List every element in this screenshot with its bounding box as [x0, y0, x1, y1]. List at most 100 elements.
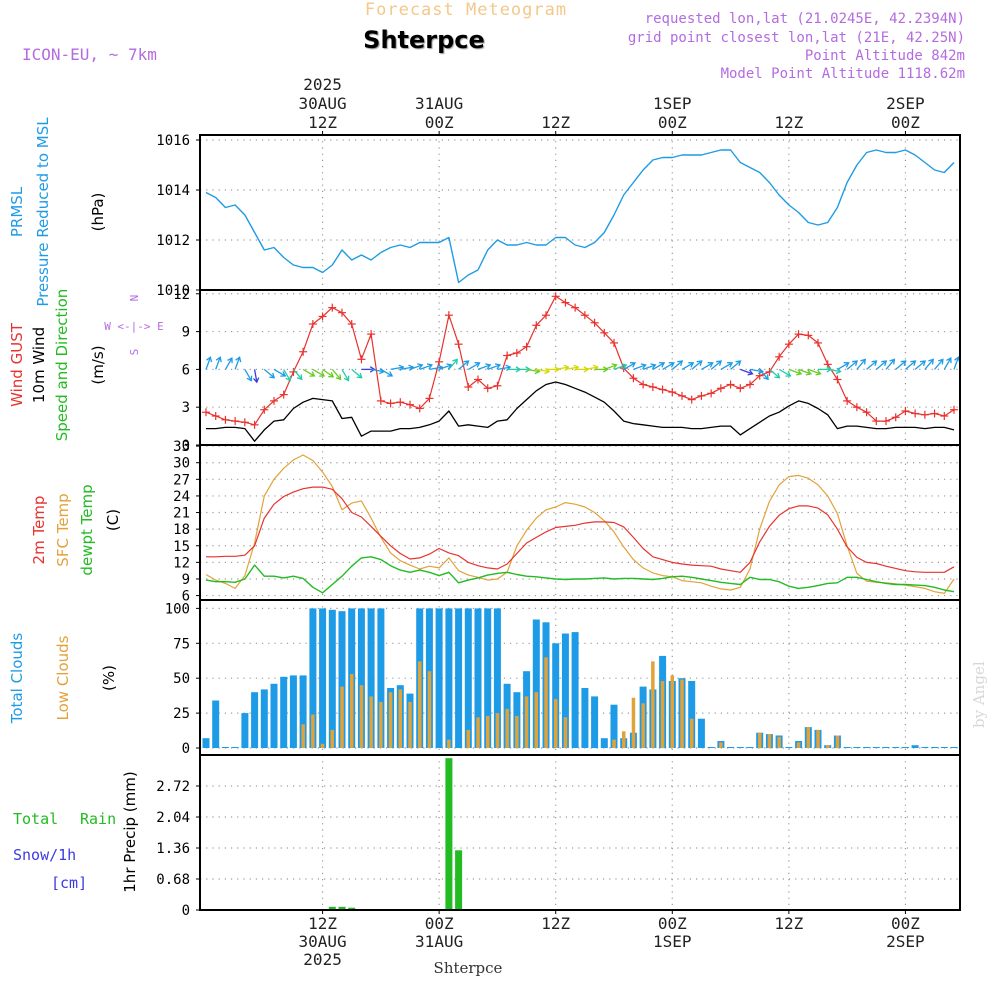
wind-arrow-head [485, 363, 492, 370]
wind-arrow [671, 360, 684, 370]
sfc-temp-line [205, 454, 955, 595]
top-time-label: 1SEP [653, 94, 692, 113]
wind-arrow-head [763, 374, 769, 381]
ytick-label: 30 [173, 456, 190, 472]
wind-arrow [720, 362, 734, 370]
low-cloud-bar [359, 685, 364, 748]
low-cloud-bar [447, 739, 451, 748]
wind-arrow [253, 369, 260, 384]
ytick-label: 12 [173, 555, 190, 571]
panel-frame-wind [199, 289, 961, 446]
wind-arrow-shaft [934, 359, 944, 370]
wind-arrow [623, 362, 637, 370]
wind-arrow [652, 362, 666, 370]
top-time-label: 30AUG [298, 94, 346, 113]
ytick-label: 1.36 [156, 841, 190, 857]
wind-arrow-shaft [769, 368, 780, 379]
wind-arrow-shaft [662, 362, 675, 370]
total-cloud-bar [600, 738, 608, 748]
low-cloud-bar [418, 661, 422, 748]
low-cloud-bar [486, 715, 490, 748]
gust-marker [386, 399, 395, 408]
total-cloud-bar [736, 747, 744, 748]
wind-arrow [788, 368, 803, 376]
ytick-label: 0.68 [156, 872, 190, 888]
gust-marker [678, 391, 686, 400]
wind-arrow [846, 360, 859, 370]
low-cloud-bar [806, 727, 810, 748]
ytick-label: 1010 [156, 283, 190, 299]
ytick-label: 2.04 [156, 810, 190, 826]
ytick-label: 6 [182, 589, 190, 605]
unit-c: (C) [104, 509, 122, 531]
wind-arrow [856, 358, 866, 370]
wind-arrow [866, 360, 878, 370]
wind-arrow [224, 357, 233, 370]
rain-bar [338, 906, 346, 910]
gust-marker [668, 388, 677, 397]
total-cloud-bar [280, 676, 288, 748]
wind-arrow-head [852, 360, 859, 366]
wind-arrow-shaft [312, 368, 325, 377]
bottom-time-label: 12Z [308, 914, 337, 933]
wind-arrow [885, 358, 896, 370]
panel-grids [200, 135, 960, 911]
wind-arrow [759, 368, 769, 381]
wind-arrow-head [889, 358, 896, 365]
wind-arrow-head [463, 360, 470, 366]
gust-marker [658, 385, 667, 394]
dewpoint-line [205, 556, 955, 594]
wind-arrow-shaft [875, 360, 887, 370]
wind-arrow-shaft [429, 366, 443, 371]
total-cloud-bar [464, 608, 472, 748]
gust-marker [396, 398, 405, 407]
wind-arrow-shaft [866, 360, 877, 370]
gust-marker [930, 409, 939, 418]
wind-arrow-shaft [584, 366, 598, 371]
wind-arrow-shaft [448, 359, 458, 370]
low-cloud-bar [631, 697, 636, 748]
gust-marker [406, 400, 414, 409]
gust-marker [211, 412, 220, 421]
wind-arrow-shaft [895, 360, 907, 370]
gust-marker [716, 384, 725, 393]
wind-arrow [837, 362, 850, 370]
wind-arrow [604, 363, 618, 371]
wind-arrow-shaft [604, 364, 617, 371]
low-cloud-bar [767, 734, 772, 749]
top-time-label: 12Z [541, 113, 570, 132]
wind-arrow-shaft [322, 368, 334, 378]
low-cloud-bar [340, 686, 344, 748]
requested-coords: requested lon,lat (21.0245E, 42.2394N) [645, 11, 965, 27]
wind-arrow [730, 360, 742, 370]
gust-marker [833, 375, 842, 384]
wind-arrow-shaft [710, 360, 722, 370]
temp2m-line [206, 486, 955, 573]
wind-arrow-shaft [652, 362, 665, 370]
wind-arrow-head [650, 363, 657, 370]
wind-arrow [662, 362, 675, 370]
total-cloud-bar [591, 696, 599, 749]
top-time-label: 00Z [425, 113, 454, 132]
gust-marker [736, 384, 745, 393]
total-cloud-bar [484, 608, 492, 748]
bottom-time-label: 00Z [658, 914, 687, 933]
gust-marker [308, 320, 317, 329]
wind-arrow-shaft [224, 357, 233, 370]
wind-arrow [458, 360, 470, 370]
gust-marker [493, 381, 502, 390]
gust-marker [804, 331, 813, 340]
wind-arrow-shaft [390, 366, 404, 371]
low-cloud-bar [524, 696, 529, 749]
wind-arrow-head [417, 363, 424, 370]
gust-marker [571, 303, 580, 312]
bottom-time-label: 00Z [425, 914, 454, 933]
total-cloud-bar [853, 747, 861, 748]
label-total: Total [13, 810, 58, 828]
top-time-label: 12Z [774, 113, 803, 132]
total-cloud-bar [561, 633, 569, 748]
low-cloud-bar [369, 696, 373, 749]
wind-arrow-shaft [914, 360, 926, 370]
ytick-label: 0 [182, 438, 190, 454]
wind-arrow-shaft [234, 356, 241, 370]
